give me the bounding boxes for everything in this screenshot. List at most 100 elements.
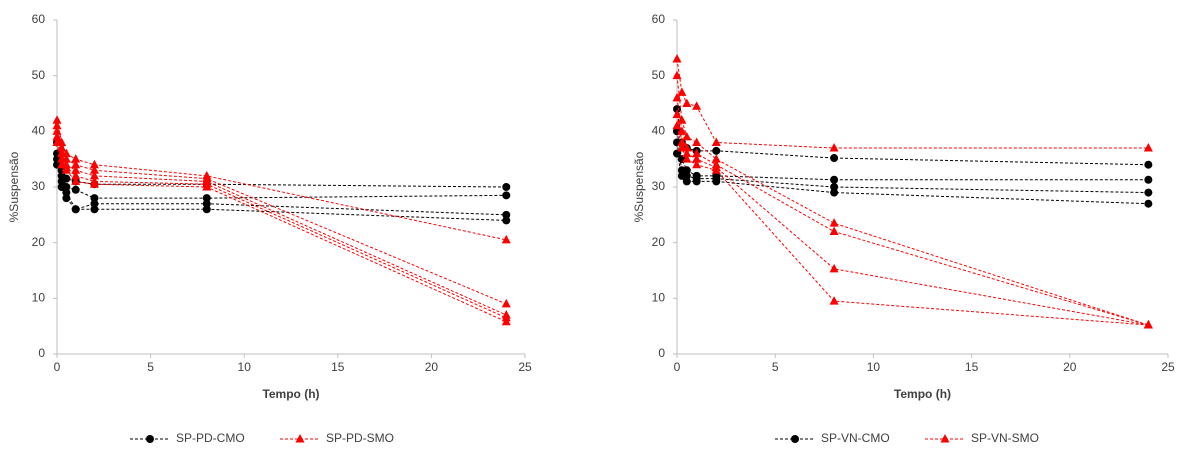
data-point bbox=[202, 182, 212, 191]
data-point bbox=[71, 170, 81, 180]
series-line bbox=[676, 142, 1149, 194]
data-point bbox=[672, 53, 682, 63]
series-line bbox=[676, 97, 1149, 326]
y-tick-label: 40 bbox=[32, 124, 46, 138]
data-point bbox=[61, 165, 71, 174]
series-line bbox=[56, 164, 507, 221]
series-line bbox=[56, 142, 507, 323]
data-point bbox=[502, 216, 511, 225]
x-tick-label: 0 bbox=[674, 360, 681, 374]
data-point bbox=[1143, 320, 1153, 329]
data-point bbox=[52, 120, 62, 130]
data-point bbox=[71, 159, 81, 169]
x-tick-label: 20 bbox=[1063, 360, 1077, 374]
y-axis-title: %Suspensão bbox=[7, 151, 21, 222]
data-point bbox=[692, 148, 702, 158]
x-tick-label: 10 bbox=[867, 360, 881, 374]
x-tick-label: 5 bbox=[147, 360, 154, 374]
data-point bbox=[682, 154, 692, 163]
data-point bbox=[52, 131, 62, 141]
data-point bbox=[712, 177, 721, 186]
data-point bbox=[71, 205, 80, 214]
data-point bbox=[502, 183, 511, 191]
x-axis-title: Tempo (h) bbox=[894, 387, 951, 401]
data-point bbox=[677, 143, 687, 152]
data-point bbox=[672, 120, 682, 130]
legend-marker bbox=[940, 434, 950, 443]
data-point bbox=[692, 154, 702, 163]
data-point bbox=[71, 154, 81, 163]
data-point bbox=[829, 296, 839, 305]
data-point bbox=[673, 105, 681, 114]
data-point bbox=[677, 87, 687, 96]
data-point bbox=[711, 165, 721, 174]
data-point bbox=[89, 159, 99, 169]
data-point bbox=[711, 154, 721, 163]
y-tick-label: 60 bbox=[652, 12, 666, 26]
data-point bbox=[52, 137, 62, 146]
data-point bbox=[57, 177, 66, 186]
data-point bbox=[71, 176, 81, 185]
data-point bbox=[830, 183, 839, 191]
data-point bbox=[677, 115, 687, 124]
data-point bbox=[830, 175, 839, 184]
data-point bbox=[682, 131, 692, 141]
x-tick-label: 0 bbox=[54, 360, 61, 374]
x-tick-label: 15 bbox=[965, 360, 979, 374]
data-point bbox=[89, 179, 99, 188]
data-point bbox=[711, 137, 721, 146]
legend-label: SP-PD-SMO bbox=[326, 431, 394, 445]
data-point bbox=[1144, 199, 1153, 208]
data-point bbox=[692, 159, 702, 169]
data-point bbox=[682, 177, 691, 186]
data-point bbox=[692, 177, 701, 186]
series-line bbox=[56, 136, 507, 319]
data-point bbox=[672, 92, 682, 102]
data-point bbox=[89, 165, 99, 174]
data-point bbox=[677, 137, 687, 146]
series-line bbox=[56, 142, 507, 188]
data-point bbox=[502, 210, 511, 219]
data-point bbox=[57, 183, 66, 191]
series-line bbox=[56, 153, 507, 199]
x-tick-label: 20 bbox=[425, 360, 439, 374]
series-line bbox=[676, 75, 1149, 326]
series-line bbox=[676, 153, 1149, 205]
series-line bbox=[676, 114, 1149, 326]
data-point bbox=[202, 205, 211, 214]
data-point bbox=[502, 191, 511, 200]
data-point bbox=[1144, 175, 1153, 184]
data-point bbox=[829, 226, 839, 236]
data-point bbox=[829, 143, 839, 152]
data-point bbox=[57, 154, 67, 163]
data-point bbox=[52, 126, 62, 135]
legend-label: SP-VN-CMO bbox=[821, 431, 890, 445]
data-point bbox=[829, 218, 839, 227]
data-point bbox=[71, 165, 81, 174]
data-point bbox=[501, 316, 511, 326]
y-tick-label: 20 bbox=[32, 235, 46, 249]
legend-marker bbox=[791, 435, 799, 443]
data-point bbox=[692, 137, 702, 146]
data-point bbox=[1144, 188, 1153, 197]
x-axis-title: Tempo (h) bbox=[262, 387, 319, 401]
data-point bbox=[62, 194, 71, 203]
y-tick-label: 20 bbox=[652, 235, 666, 249]
data-point bbox=[692, 101, 702, 110]
data-point bbox=[682, 98, 692, 107]
y-tick-label: 30 bbox=[652, 179, 666, 193]
data-point bbox=[672, 70, 682, 80]
data-point bbox=[71, 185, 80, 194]
y-tick-label: 40 bbox=[652, 124, 666, 138]
y-tick-label: 50 bbox=[32, 68, 46, 82]
data-point bbox=[57, 159, 67, 169]
data-point bbox=[90, 194, 99, 203]
data-point bbox=[57, 171, 66, 180]
data-point bbox=[202, 199, 211, 208]
series-line bbox=[676, 58, 1149, 149]
series-line bbox=[56, 125, 507, 305]
data-point bbox=[677, 171, 686, 180]
legend-marker bbox=[146, 435, 154, 443]
data-point bbox=[1144, 160, 1153, 169]
